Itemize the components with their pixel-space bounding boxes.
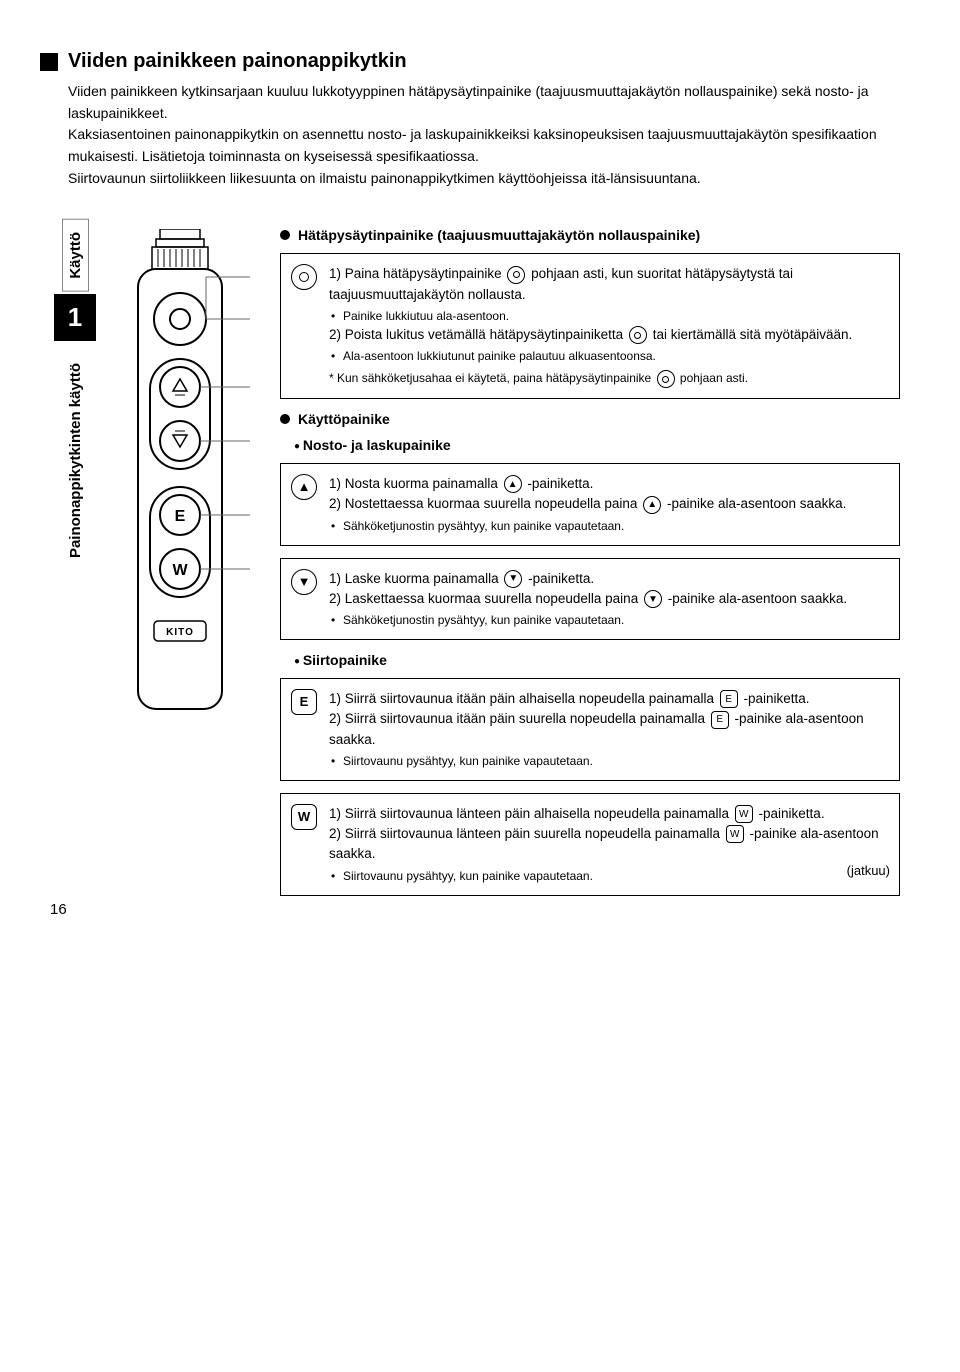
east-box: E 1) Siirrä siirtovaunua itään päin alha… — [280, 678, 900, 781]
op-heading: Käyttöpainike — [280, 411, 900, 427]
estop-inline-icon — [629, 326, 647, 344]
bullet-icon — [280, 414, 290, 424]
west-button-icon: W — [291, 804, 317, 830]
estop-inline-icon — [657, 370, 675, 388]
pendant-remote-icon: E W KITO — [110, 229, 250, 749]
up-inline-icon: ▲ — [504, 475, 522, 493]
up-line1: 1) Nosta kuorma painamalla ▲ -painiketta… — [329, 474, 887, 494]
estop-line1: 1) Paina hätäpysäytinpainike pohjaan ast… — [329, 264, 887, 305]
sub-lift: Nosto- ja laskupainike — [294, 437, 900, 453]
down-inline-icon: ▼ — [504, 570, 522, 588]
side-tabs: Käyttö 1 Painonappikytkinten käyttö — [40, 219, 110, 566]
up-line2: 2) Nostettaessa kuormaa suurella nopeude… — [329, 494, 887, 514]
square-bullet-icon — [40, 53, 58, 71]
west-line2: 2) Siirrä siirtovaunua länteen päin suur… — [329, 824, 887, 865]
side-tab-usage: Käyttö — [62, 219, 89, 292]
sub-traverse: Siirtopainike — [294, 652, 900, 668]
east-inline-icon: E — [720, 690, 738, 708]
estop-box: 1) Paina hätäpysäytinpainike pohjaan ast… — [280, 253, 900, 399]
svg-text:KITO: KITO — [166, 627, 194, 638]
east-button-icon: E — [291, 689, 317, 715]
estop-bullet2: Ala-asentoon lukkiutunut painike palautu… — [329, 347, 887, 365]
intro-p1: Viiden painikkeen kytkinsarjaan kuuluu l… — [68, 81, 900, 124]
svg-text:W: W — [172, 562, 188, 579]
up-button-icon: ▲ — [291, 474, 317, 500]
east-inline-icon: E — [711, 711, 729, 729]
up-inline-icon: ▲ — [643, 496, 661, 514]
estop-line2: 2) Poista lukitus vetämällä hätäpysäytin… — [329, 325, 887, 345]
estop-inline-icon — [507, 266, 525, 284]
down-line2: 2) Laskettaessa kuormaa suurella nopeude… — [329, 589, 887, 609]
side-chapter-number: 1 — [54, 294, 96, 341]
side-tab-controls: Painonappikytkinten käyttö — [63, 355, 88, 566]
intro-p2: Kaksiasentoinen painonappikytkin on asen… — [68, 124, 900, 167]
down-inline-icon: ▼ — [644, 590, 662, 608]
estop-bullet1: Painike lukkiutuu ala-asentoon. — [329, 307, 887, 325]
west-bullet: Siirtovaunu pysähtyy, kun painike vapaut… — [329, 867, 887, 885]
down-button-icon: ▼ — [291, 569, 317, 595]
down-line1: 1) Laske kuorma painamalla ▼ -painiketta… — [329, 569, 887, 589]
svg-text:E: E — [175, 508, 186, 525]
east-line2: 2) Siirrä siirtovaunua itään päin suurel… — [329, 709, 887, 750]
estop-footnote: * Kun sähköketjusahaa ei käytetä, paina … — [329, 369, 887, 388]
main-title: Viiden painikkeen painonappikytkin — [68, 50, 407, 73]
down-bullet: Sähköketjunostin pysähtyy, kun painike v… — [329, 611, 887, 629]
remote-diagram: E W KITO — [110, 219, 270, 754]
estop-title: Hätäpysäytinpainike (taajuusmuuttajakäyt… — [298, 227, 700, 243]
section-header: Viiden painikkeen painonappikytkin — [40, 50, 900, 73]
east-line1: 1) Siirrä siirtovaunua itään päin alhais… — [329, 689, 887, 709]
estop-button-icon — [291, 264, 317, 290]
estop-heading: Hätäpysäytinpainike (taajuusmuuttajakäyt… — [280, 227, 900, 243]
bullet-icon — [280, 230, 290, 240]
east-bullet: Siirtovaunu pysähtyy, kun painike vapaut… — [329, 752, 887, 770]
intro-text: Viiden painikkeen kytkinsarjaan kuuluu l… — [68, 81, 900, 189]
west-line1: 1) Siirrä siirtovaunua länteen päin alha… — [329, 804, 887, 824]
op-title: Käyttöpainike — [298, 411, 390, 427]
continued-label: (jatkuu) — [847, 863, 890, 878]
west-inline-icon: W — [735, 805, 753, 823]
page-number: 16 — [50, 901, 67, 918]
west-box: W 1) Siirrä siirtovaunua länteen päin al… — [280, 793, 900, 896]
intro-p3: Siirtovaunun siirtoliikkeen liikesuunta … — [68, 168, 900, 190]
west-inline-icon: W — [726, 825, 744, 843]
up-bullet: Sähköketjunostin pysähtyy, kun painike v… — [329, 517, 887, 535]
up-box: ▲ 1) Nosta kuorma painamalla ▲ -painiket… — [280, 463, 900, 546]
down-box: ▼ 1) Laske kuorma painamalla ▼ -painiket… — [280, 558, 900, 641]
